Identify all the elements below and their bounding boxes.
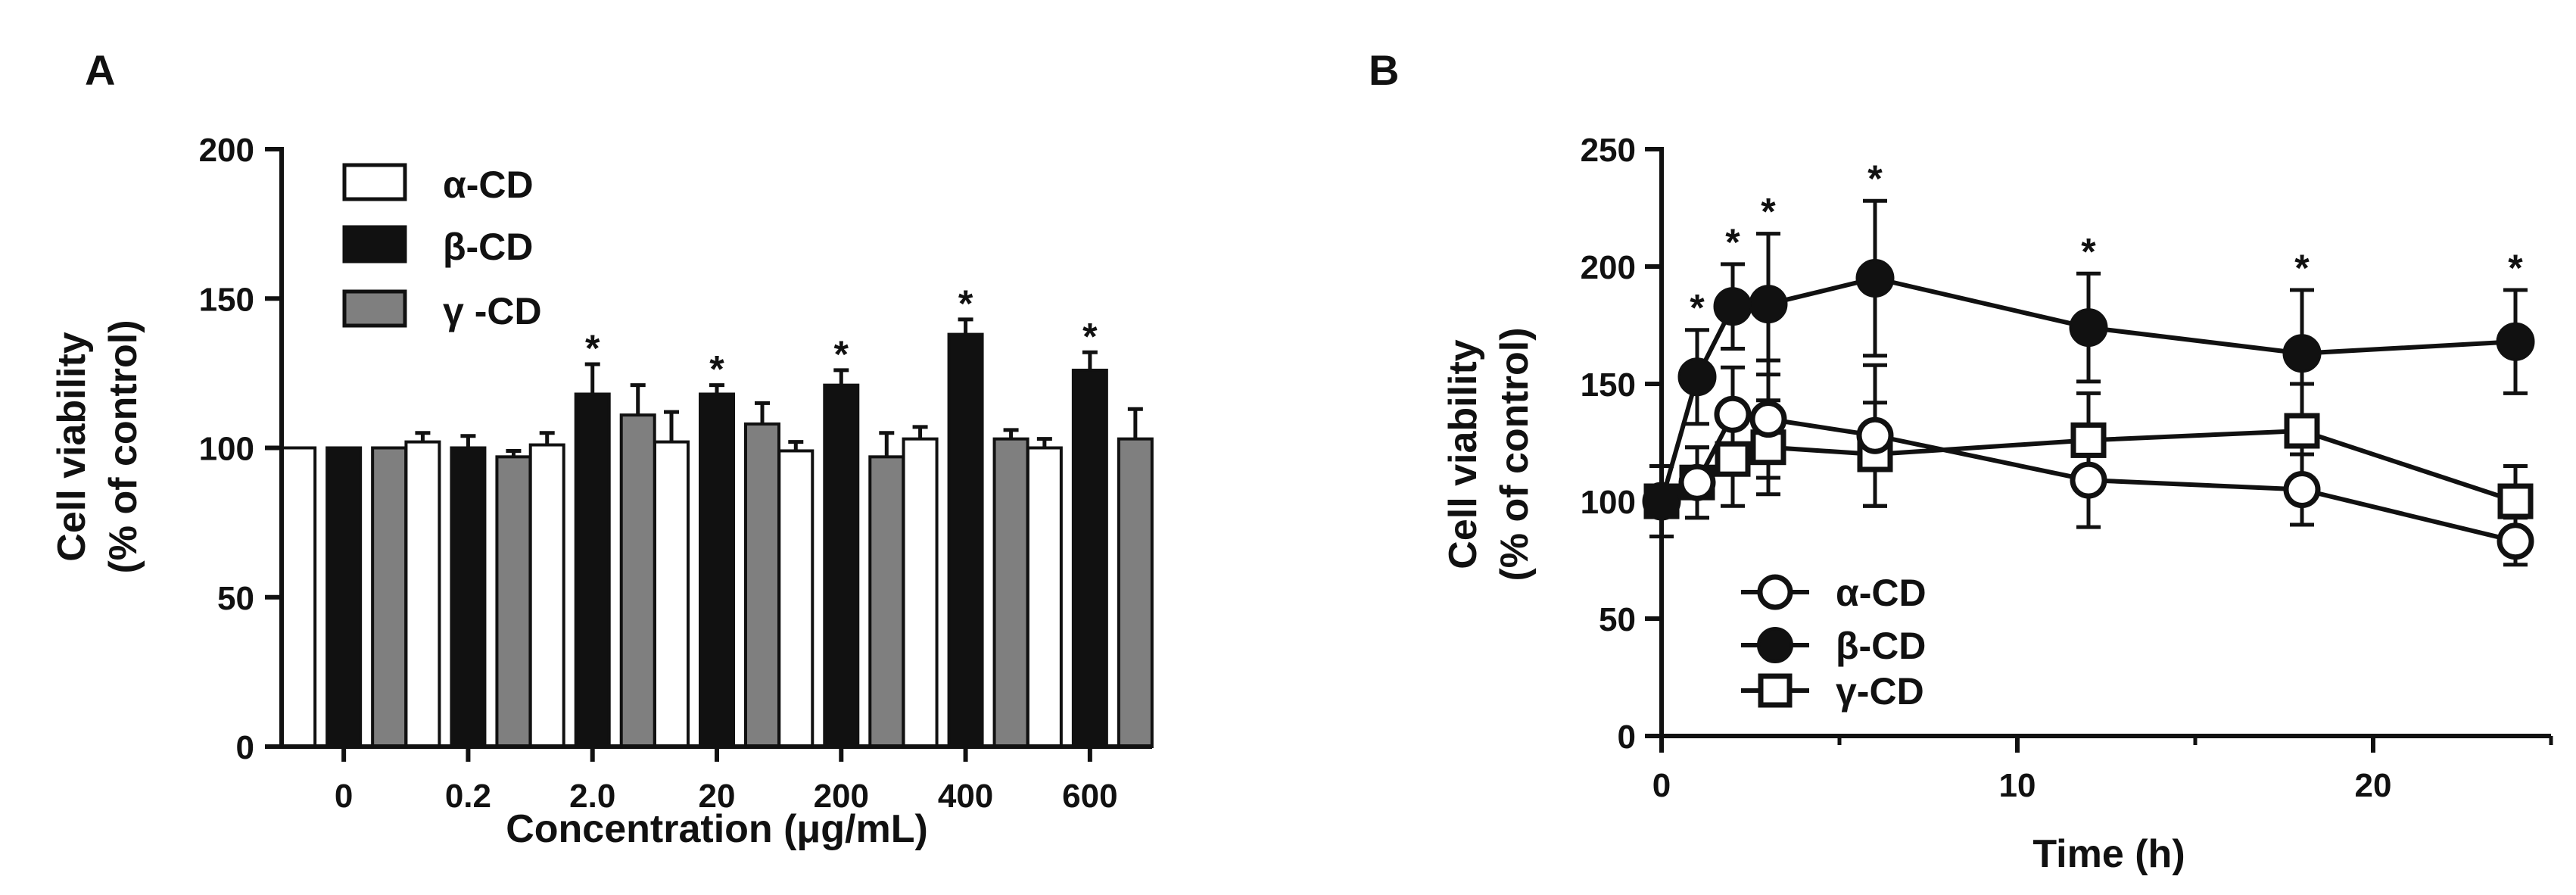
panel-b-point-beta [2069,308,2108,348]
panel-b-point-beta [1677,357,1717,397]
panel-a-bar [777,449,815,748]
panel-a-y-tick-label: 150 [199,281,254,318]
panel-a-x-tick-label: 600 [1062,778,1117,815]
panel-b-point-alpha [2070,461,2107,499]
panel-b-y-axis-title-line1: Cell viability [1441,339,1485,569]
legend-marker-beta [1757,627,1793,663]
panel-b-line-chart: B * * * * * * * 0 50 100 150 200 250 0 10 20 Time (h)… [1369,46,2553,876]
panel-b-y-tick-label: 200 [1581,249,1636,286]
legend-label-alpha: α-CD [443,164,534,206]
legend-swatch-beta [342,225,407,264]
panel-a-significance-star: * [958,282,973,325]
panel-a-bar [326,446,363,748]
legend-label-beta: β-CD [443,226,533,268]
panel-b-point-alpha [1678,463,1716,501]
panel-a-bar [744,422,780,748]
panel-b-y-tick-label: 50 [1599,601,1636,638]
legend-swatch-alpha [342,163,407,201]
panel-a-significance-star: * [585,327,600,370]
panel-a-y-tick-label: 0 [236,729,254,766]
panel-b-point-alpha [1749,401,1787,438]
panel-a-x-tick-label: 20 [699,778,736,815]
panel-a-bar [1117,437,1154,748]
panel-b-point-gamma [2497,483,2534,519]
panel-b-x-tick-label: 10 [1999,767,2036,804]
panel-b-y-tick-label: 250 [1581,132,1636,169]
panel-a-x-tick-label: 2.0 [569,778,615,815]
panel-a-bar [280,446,317,748]
panel-a-bar [902,437,939,748]
panel-b-point-gamma [2070,422,2107,458]
legend-label-alpha-b: α-CD [1836,572,1927,614]
panel-b-y-tick-label: 150 [1581,366,1636,404]
panel-a-legend: α-CD β-CD γ -CD [342,163,542,332]
panel-b-x-tick-label: 20 [2355,767,2392,804]
panel-b-significance-star: * [1690,287,1705,329]
panel-a-bar [992,437,1029,748]
panel-b-significance-star: * [2508,247,2523,289]
panel-b-point-alpha [1714,395,1752,433]
panel-b-point-alpha [2283,471,2321,508]
panel-b-point-alpha [1856,416,1894,454]
panel-a-significance-star: * [1082,315,1098,357]
panel-a-bar [404,440,441,748]
panel-a-bar [947,332,984,748]
legend-marker-gamma [1758,673,1793,708]
panel-a-bar [699,392,735,748]
panel-b-point-alpha [2497,522,2534,560]
panel-b-point-beta [1855,259,1895,298]
panel-a-y-tick-label: 50 [217,580,254,617]
panel-b-point-beta [2282,334,2322,373]
panel-a-significance-star: * [834,333,849,376]
panel-b-y-tick-label: 100 [1581,484,1636,521]
panel-a-x-tick-label: 200 [814,778,869,815]
panel-a-x-axis-title: Concentration (μg/mL) [506,807,928,851]
panel-b-point-beta [1749,285,1788,324]
panel-a-bar [371,446,408,748]
panel-a-y-tick-label: 100 [199,431,254,468]
panel-b-significance-star: * [1725,221,1740,264]
panel-b-significance-star: * [1867,157,1883,200]
panel-a-significance-star: * [709,348,724,391]
panel-b-significance-star: * [2081,230,2096,273]
panel-a-y-axis-title-line1: Cell viability [50,332,94,562]
panel-b-significance-star: * [2294,247,2310,289]
panel-b-point-beta [1713,287,1752,326]
legend-marker-alpha [1757,574,1793,610]
panel-a-y-axis-title-line2: (% of control) [101,320,145,573]
panel-a-x-tick-label: 0.2 [445,778,491,815]
panel-a-bar [528,443,565,748]
legend-label-gamma: γ -CD [443,290,542,332]
legend-swatch-gamma [342,289,407,328]
legend-label-beta-b: β-CD [1836,625,1926,667]
panel-a-bar [619,413,656,748]
panel-a-x-tick-label: 0 [335,778,353,815]
panel-b-point-gamma [1715,441,1751,477]
panel-b-y-tick-label: 0 [1618,719,1636,756]
panel-b-legend: α-CD β-CD γ-CD [1741,572,1927,713]
panel-b-x-tick-label: 0 [1652,767,1671,804]
panel-a-bar [495,455,532,749]
panel-b-point-gamma [2284,413,2320,449]
panel-a-bar [574,392,611,748]
panel-a-bar [1071,368,1108,748]
panel-b-x-axis-title: Time (h) [2032,832,2185,876]
panel-a-bar [450,446,487,748]
panel-b-point-beta [2496,322,2535,361]
panel-a-y-tick-label: 200 [199,132,254,169]
panel-a-label: A [85,46,115,94]
panel-a-bar [1026,446,1063,748]
panel-b-label: B [1369,46,1399,94]
panel-b-y-axis-title-line2: (% of control) [1493,327,1537,581]
panel-b-significance-star: * [1761,191,1776,233]
panel-a-x-tick-label: 400 [938,778,993,815]
legend-label-gamma-b: γ-CD [1836,670,1924,713]
panel-a-bar [653,440,690,748]
panel-a-bar [823,383,860,748]
panel-a-bar [868,455,905,749]
